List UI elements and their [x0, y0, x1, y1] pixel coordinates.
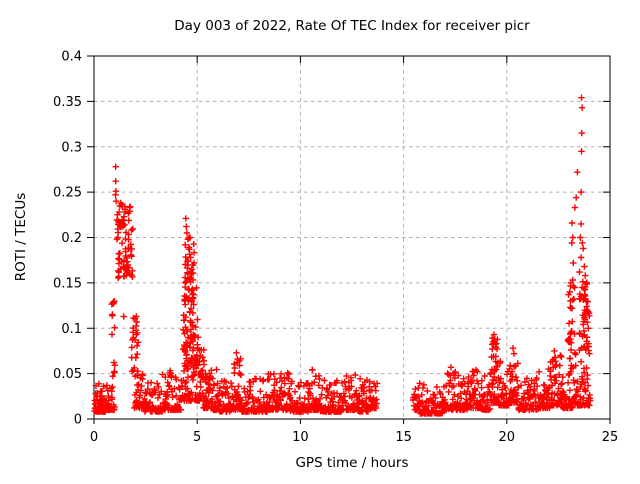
x-tick-label: 5 [193, 430, 201, 445]
roti-series-markers [91, 94, 594, 417]
y-axis-label: ROTI / TECUs [13, 193, 29, 281]
y-tick-label: 0.05 [53, 367, 82, 382]
chart-title: Day 003 of 2022, Rate Of TEC Index for r… [174, 18, 530, 34]
y-tick-label: 0.4 [61, 50, 82, 65]
y-tick-label: 0.35 [53, 95, 82, 110]
x-tick-label: 15 [395, 430, 412, 445]
x-tick-label: 10 [292, 430, 309, 445]
axis-ticks [87, 55, 611, 424]
x-axis-label: GPS time / hours [295, 455, 408, 471]
y-tick-label: 0.2 [61, 231, 82, 246]
y-tick-label: 0.25 [53, 186, 82, 201]
y-tick-label: 0.15 [53, 276, 82, 291]
y-tick-label: 0 [74, 413, 82, 428]
y-tick-label: 0.1 [61, 322, 82, 337]
tick-labels: 0 5 10 15 20 25 0 0.05 0.1 0.15 0.2 0.25 0.3 0.35 0.4 [53, 50, 618, 446]
gridlines [94, 56, 610, 419]
data-points [91, 94, 594, 417]
x-tick-label: 25 [602, 430, 619, 445]
x-tick-label: 0 [90, 430, 98, 445]
x-tick-label: 20 [499, 430, 516, 445]
y-tick-label: 0.3 [61, 140, 82, 155]
